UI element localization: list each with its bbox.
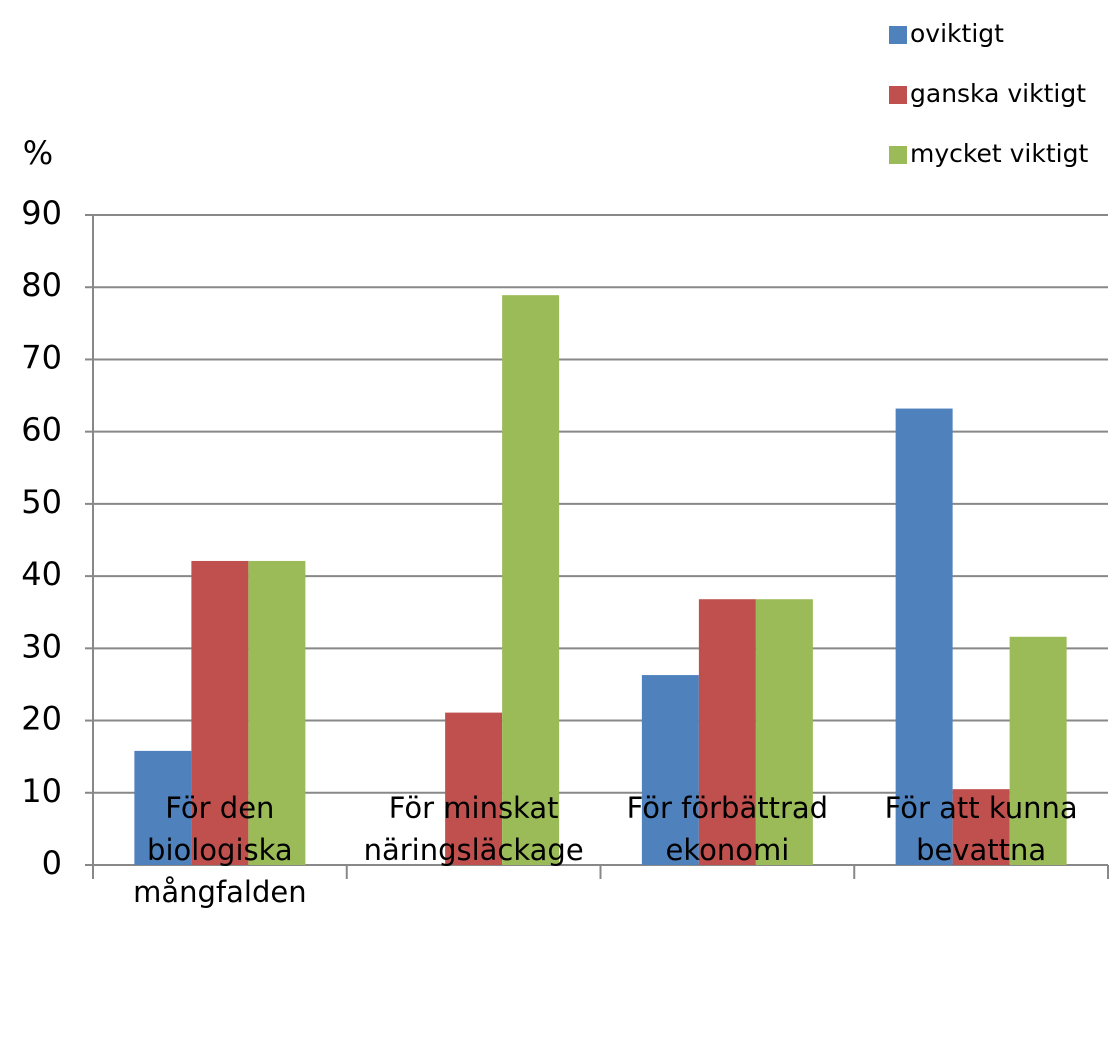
y-tick-label: 20 <box>21 700 62 738</box>
bar <box>952 789 1010 865</box>
x-tick-label: För den biologiska mångfalden <box>133 791 307 909</box>
y-tick-label: 60 <box>21 411 62 449</box>
bar <box>698 599 756 865</box>
bar <box>895 408 953 865</box>
y-tick-label: 80 <box>21 266 62 304</box>
legend-swatch <box>889 146 907 164</box>
x-tick-label: För att kunna bevattna <box>884 791 1078 867</box>
y-axis-label: % <box>23 134 53 172</box>
bar <box>502 295 560 866</box>
bar <box>755 599 813 865</box>
y-tick-label: 30 <box>21 627 62 665</box>
bar <box>248 560 306 865</box>
legend-label: ganska viktigt <box>910 79 1086 108</box>
bar <box>191 560 249 865</box>
y-tick-label: 50 <box>21 483 62 521</box>
legend-label: mycket viktigt <box>910 139 1088 168</box>
y-tick-label: 0 <box>42 844 62 882</box>
y-tick-label: 10 <box>21 772 62 810</box>
x-tick-label: För förbättrad ekonomi <box>626 791 829 867</box>
bar <box>445 712 503 865</box>
legend-swatch <box>889 86 907 104</box>
bar <box>134 750 192 865</box>
bar <box>641 675 699 865</box>
y-tick-label: 90 <box>21 194 62 232</box>
y-tick-label: 70 <box>21 338 62 376</box>
legend-label: oviktigt <box>910 19 1004 48</box>
bar <box>1009 636 1067 865</box>
x-tick-label: För minskat näringsläckage <box>363 791 584 867</box>
y-tick-label: 40 <box>21 555 62 593</box>
legend-swatch <box>889 26 907 44</box>
